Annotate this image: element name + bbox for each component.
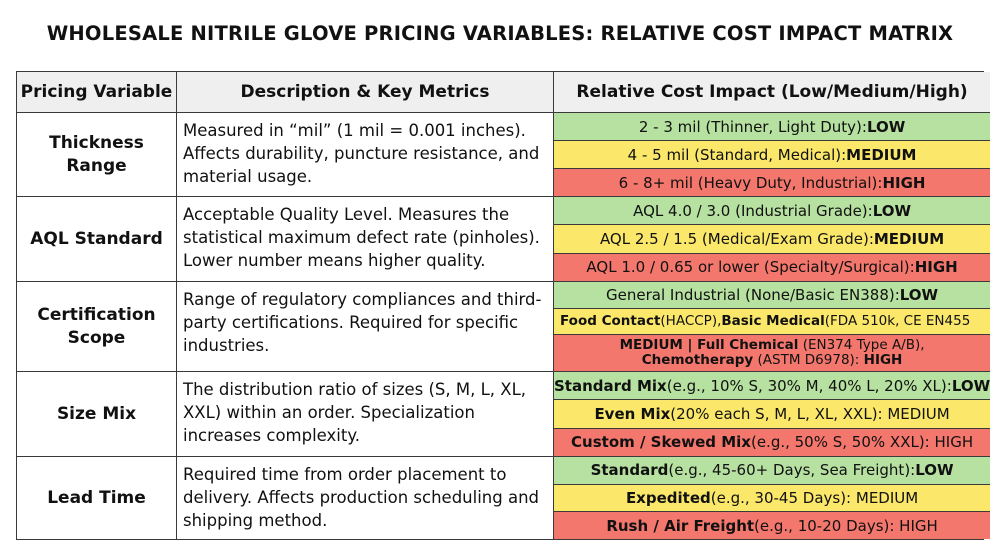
impact-lead-time: Standard (e.g., 45-60+ Days, Sea Freight…: [554, 457, 991, 540]
impact-level-high: Custom / Skewed Mix (e.g., 50% S, 50% XX…: [554, 428, 991, 456]
variable-thickness-range: Thickness Range: [17, 113, 177, 197]
cost-impact-table: Pricing Variable Description & Key Metri…: [16, 71, 991, 540]
header-pricing-variable: Pricing Variable: [17, 72, 177, 113]
impact-aql-standard: AQL 4.0 / 3.0 (Industrial Grade): LOW AQ…: [554, 197, 991, 282]
impact-level-low: Standard (e.g., 45-60+ Days, Sea Freight…: [554, 457, 991, 485]
variable-lead-time: Lead Time: [17, 457, 177, 539]
impact-level-medium: 4 - 5 mil (Standard, Medical): MEDIUM: [554, 141, 991, 169]
header-cost-impact: Relative Cost Impact (Low/Medium/High): [554, 72, 991, 113]
impact-level-medium: Expedited (e.g., 30-45 Days): MEDIUM: [554, 484, 991, 513]
impact-level-low: AQL 4.0 / 3.0 (Industrial Grade): LOW: [554, 197, 991, 226]
description-lead-time: Required time from order placement to de…: [177, 457, 554, 539]
impact-level-high: AQL 1.0 / 0.65 or lower (Specialty/Surgi…: [554, 253, 991, 281]
impact-level-medium: Food Contact (HACCP), Basic Medical (FDA…: [554, 308, 991, 336]
description-thickness-range: Measured in “mil” (1 mil = 0.001 inches)…: [177, 113, 554, 197]
impact-level-high: 6 - 8+ mil (Heavy Duty, Industrial): HIG…: [554, 169, 991, 196]
impact-level-low: Standard Mix (e.g., 10% S, 30% M, 40% L,…: [554, 372, 991, 401]
variable-size-mix: Size Mix: [17, 372, 177, 457]
description-aql-standard: Acceptable Quality Level. Measures the s…: [177, 197, 554, 282]
header-description: Description & Key Metrics: [177, 72, 554, 113]
impact-level-low: General Industrial (None/Basic EN388): L…: [554, 282, 991, 309]
description-certification-scope: Range of regulatory compliances and thir…: [177, 282, 554, 372]
page-title: WHOLESALE NITRILE GLOVE PRICING VARIABLE…: [46, 22, 954, 45]
variable-certification-scope: Certification Scope: [17, 282, 177, 372]
impact-level-medium: Even Mix (20% each S, M, L, XL, XXL): ME…: [554, 400, 991, 429]
description-size-mix: The distribution ratio of sizes (S, M, L…: [177, 372, 554, 457]
impact-certification-scope: General Industrial (None/Basic EN388): L…: [554, 282, 991, 372]
impact-level-low: 2 - 3 mil (Thinner, Light Duty): LOW: [554, 113, 991, 141]
impact-level-high: MEDIUM | Full Chemical (EN374 Type A/B),…: [554, 335, 991, 372]
impact-level-high: Rush / Air Freight (e.g., 10-20 Days): H…: [554, 512, 991, 540]
impact-size-mix: Standard Mix (e.g., 10% S, 30% M, 40% L,…: [554, 372, 991, 457]
impact-level-medium: AQL 2.5 / 1.5 (Medical/Exam Grade): MEDI…: [554, 225, 991, 254]
variable-aql-standard: AQL Standard: [17, 197, 177, 282]
impact-thickness-range: 2 - 3 mil (Thinner, Light Duty): LOW 4 -…: [554, 113, 991, 197]
